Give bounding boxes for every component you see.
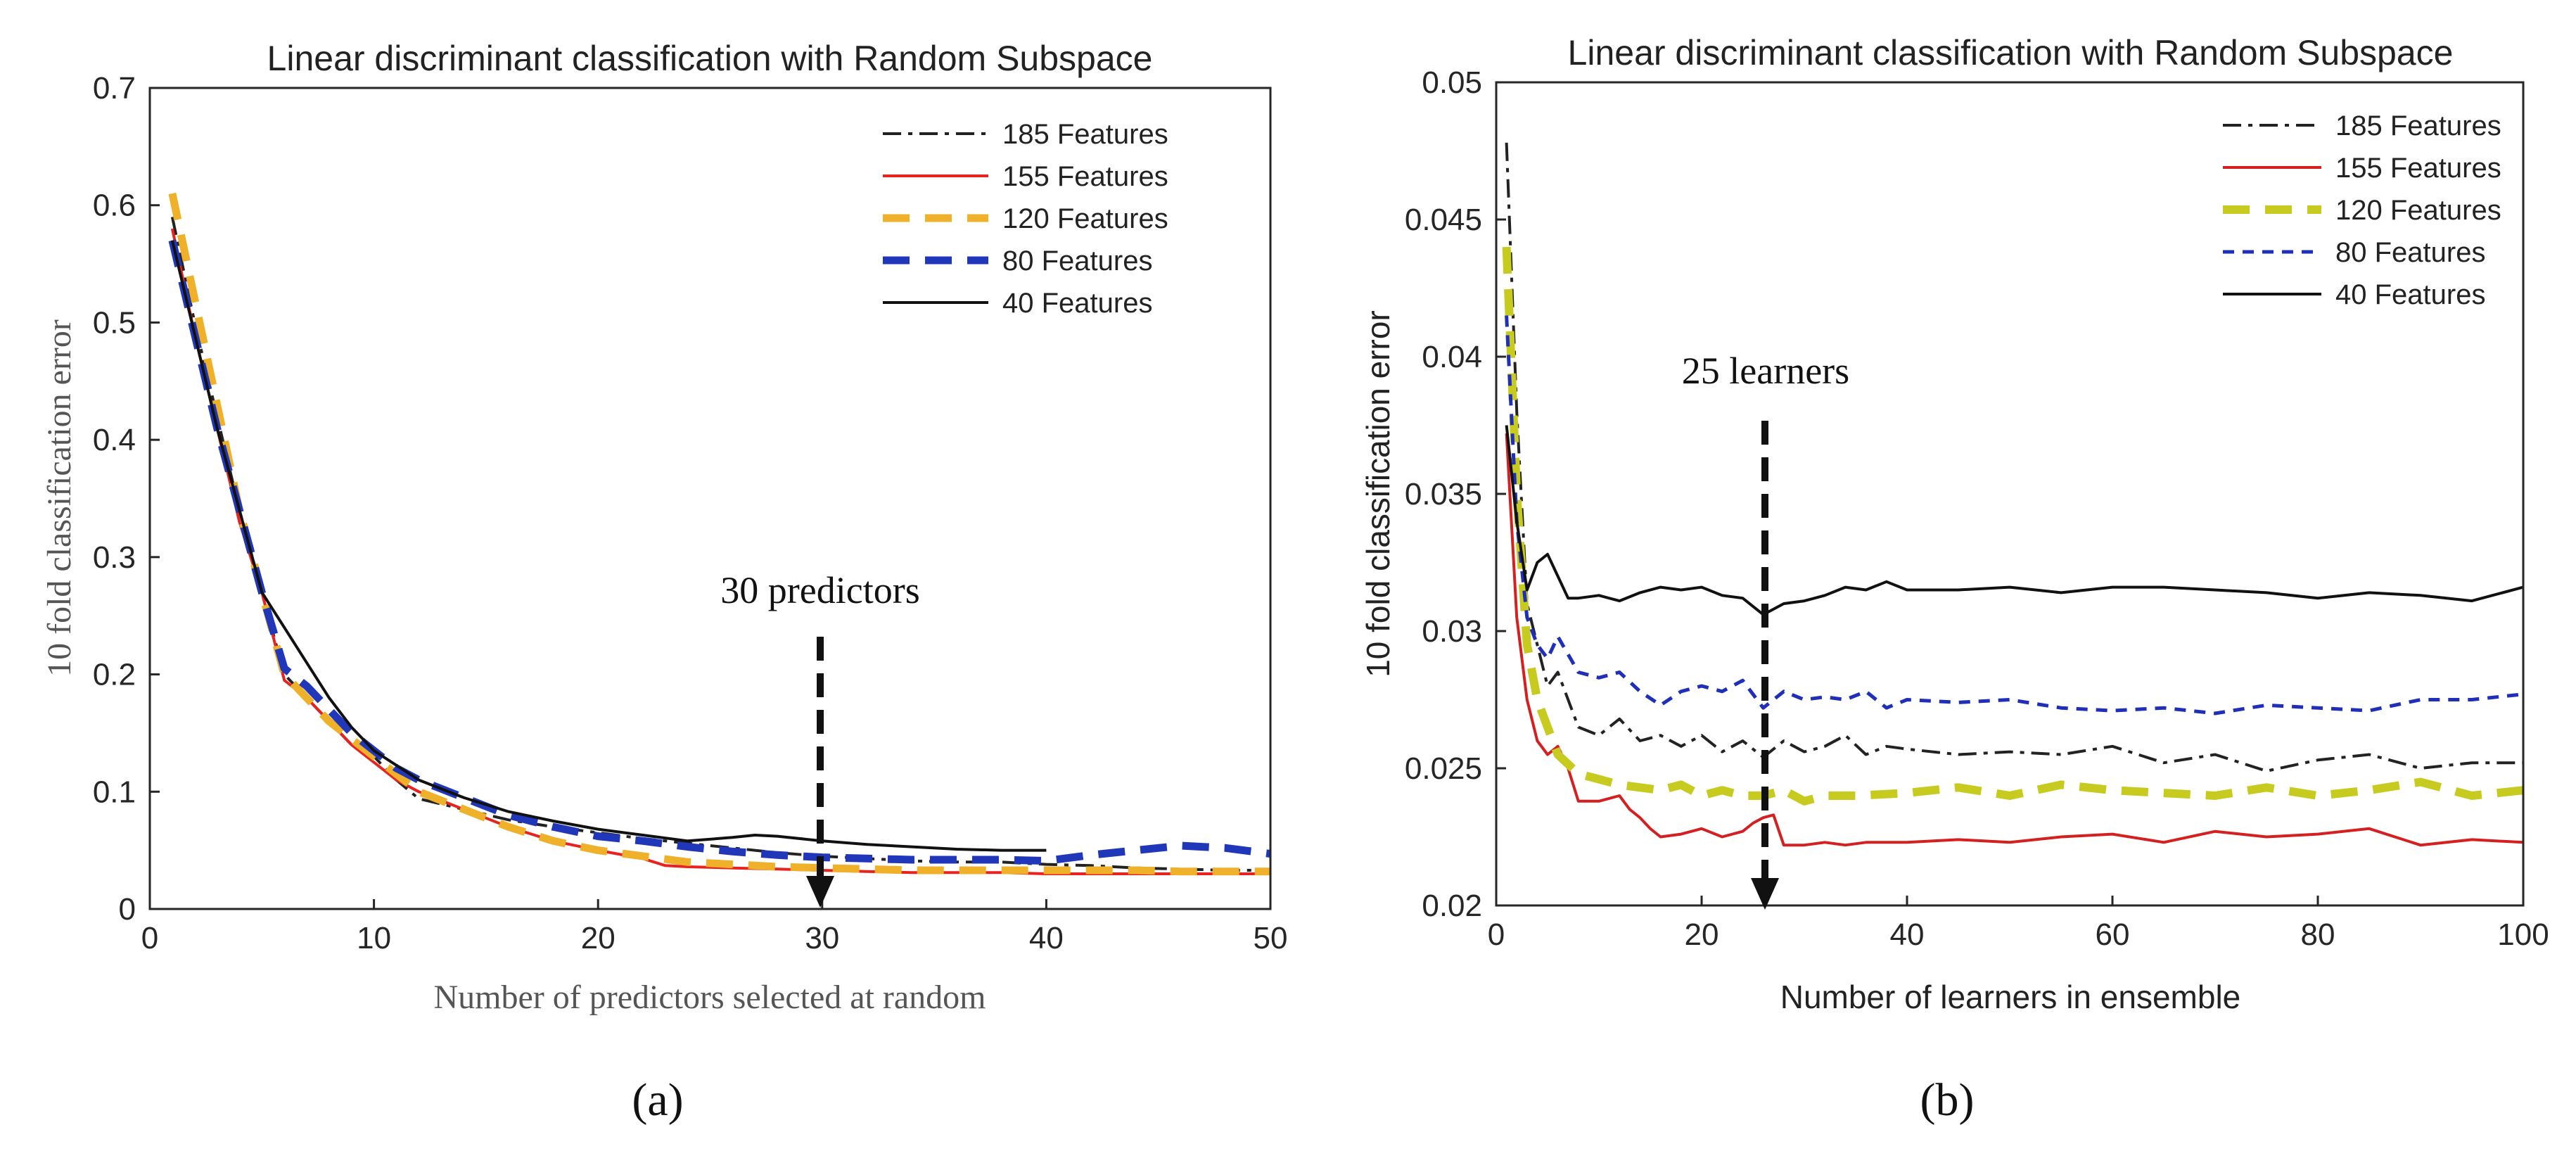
x-tick-label: 40 — [1029, 921, 1064, 955]
x-tick-label: 20 — [581, 921, 616, 955]
series-line-185-features — [1505, 142, 2523, 772]
x-tick-label: 60 — [2096, 917, 2130, 952]
tick-labels: 0 10 20 30 40 50 0 0.1 0.2 0.3 0.4 0.5 0.6 0.7 — [93, 71, 1288, 955]
series-line-40-features — [170, 240, 1047, 852]
panel-caption: (b) — [1920, 1074, 1975, 1126]
y-tick-label: 0.2 — [93, 658, 136, 692]
legend-label: 120 Features — [2335, 195, 2501, 226]
legend-label: 155 Features — [1002, 161, 1168, 192]
y-tick-label: 0.3 — [93, 540, 136, 575]
legend-label: 120 Features — [1002, 203, 1168, 234]
series-line-120-features — [168, 192, 1270, 876]
y-tick-label: 0.7 — [93, 71, 136, 106]
annotation-arrow-head — [806, 876, 834, 908]
x-tick-label: 80 — [2301, 917, 2335, 952]
x-tick-label: 40 — [1890, 917, 1925, 952]
axes-box — [1495, 81, 2525, 907]
y-tick-label: 0.04 — [1422, 340, 1482, 374]
x-tick-label: 0 — [1488, 917, 1505, 952]
y-tick-label: 0.025 — [1405, 751, 1482, 786]
chart-title: Linear discriminant classification with … — [267, 39, 1153, 78]
axes-box — [148, 87, 1272, 910]
panel-b: 0 20 40 60 80 100 0.02 0.025 0.03 0.035 0.04 0.045 0… — [1360, 33, 2549, 1126]
y-axis-label: 10 fold classification error — [41, 319, 78, 677]
series-group — [168, 192, 1271, 876]
y-tick-label: 0.6 — [93, 189, 136, 223]
x-tick-label: 50 — [1254, 921, 1288, 955]
y-tick-label: 0.045 — [1405, 203, 1482, 237]
annotation-text: 30 predictors — [720, 569, 919, 611]
tick-labels: 0 20 40 60 80 100 0.02 0.025 0.03 0.035 0.04 0.045 0… — [1405, 65, 2549, 952]
annotation-arrow-head — [1751, 878, 1779, 910]
annotation-text: 25 learners — [1682, 350, 1849, 392]
x-tick-label: 0 — [141, 921, 158, 955]
y-tick-label: 0.035 — [1405, 477, 1482, 511]
legend-label: 155 Features — [2335, 153, 2501, 184]
x-tick-label: 20 — [1685, 917, 1719, 952]
legend: 185 Features 155 Features 120 Features 80 F… — [2223, 110, 2501, 310]
series-group — [1502, 142, 2524, 847]
legend-label: 40 Features — [2335, 279, 2485, 310]
panel-caption: (a) — [632, 1074, 683, 1126]
y-tick-label: 0.1 — [93, 775, 136, 809]
series-line-155-features — [1505, 433, 2524, 847]
y-tick-label: 0.05 — [1422, 65, 1482, 100]
legend-label: 80 Features — [1002, 246, 1152, 276]
y-tick-label: 0.5 — [93, 305, 136, 340]
series-line-40-features — [1505, 425, 2524, 616]
legend-label: 185 Features — [1002, 119, 1168, 150]
legend: 185 Features 155 Features 120 Features 80 F… — [883, 119, 1168, 319]
series-line-185-features — [170, 216, 1270, 872]
x-axis-label: Number of predictors selected at random — [433, 979, 986, 1016]
legend-label: 185 Features — [2335, 110, 2501, 141]
y-axis-label: 10 fold classification error — [1360, 310, 1396, 678]
chart-title: Linear discriminant classification with … — [1568, 33, 2454, 72]
plot-area — [1496, 82, 2523, 905]
legend-label: 80 Features — [2335, 237, 2485, 268]
series-line-120-features — [1502, 246, 2524, 806]
x-axis-label: Number of learners in ensemble — [1780, 979, 2241, 1015]
series-line-80-features — [168, 239, 1271, 865]
series-line-80-features — [1505, 315, 2524, 716]
plot-area — [150, 88, 1270, 909]
y-tick-label: 0.02 — [1422, 889, 1482, 923]
y-tick-label: 0.4 — [93, 423, 136, 457]
y-tick-label: 0.03 — [1422, 614, 1482, 649]
x-tick-label: 100 — [2497, 917, 2549, 952]
y-tick-label: 0 — [119, 892, 136, 927]
x-tick-label: 30 — [805, 921, 839, 955]
series-line-155-features — [170, 228, 1270, 875]
x-tick-label: 10 — [357, 921, 391, 955]
panel-a: 0 10 20 30 40 50 0 0.1 0.2 0.3 0.4 0.5 0.6 0.7 Linear… — [41, 39, 1287, 1126]
legend-label: 40 Features — [1002, 288, 1152, 319]
